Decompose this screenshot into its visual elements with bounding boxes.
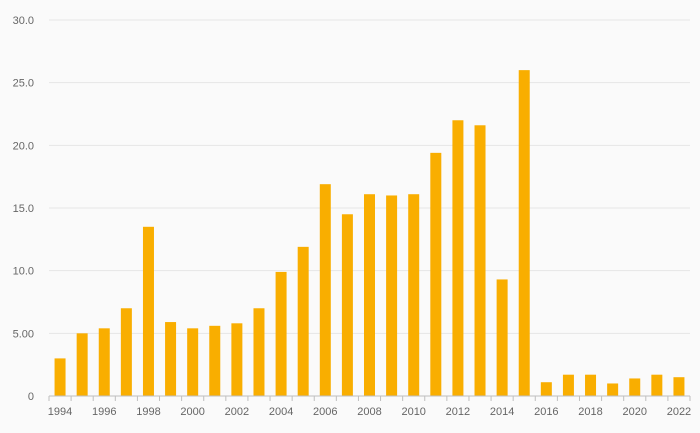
bar-2020 xyxy=(629,378,641,396)
bar-2009 xyxy=(386,195,398,396)
bar-2007 xyxy=(341,214,353,396)
bar-2000 xyxy=(187,328,199,396)
bar-1995 xyxy=(76,333,88,396)
bar-2016 xyxy=(540,382,552,396)
axes xyxy=(48,395,691,401)
bar-1998 xyxy=(142,226,154,396)
bar-2010 xyxy=(408,194,420,396)
bar-2021 xyxy=(651,374,663,396)
x-tick-label: 1994 xyxy=(48,406,72,418)
x-tick-label: 1996 xyxy=(92,406,116,418)
bar-2005 xyxy=(297,246,309,396)
x-tick-label: 2022 xyxy=(667,406,691,418)
bar-1994 xyxy=(54,358,66,396)
bar-1996 xyxy=(98,328,110,396)
bar-2018 xyxy=(585,374,597,396)
bars xyxy=(54,70,685,397)
bar-2013 xyxy=(474,125,486,396)
x-tick-label: 2006 xyxy=(313,406,337,418)
x-tick-label: 2012 xyxy=(446,406,470,418)
bar-2006 xyxy=(319,184,331,396)
x-axis-tick-labels: 1994 1996 1998 2000 2002 2004 2006 2008 2010 2012… xyxy=(48,406,691,418)
y-axis-tick-labels: 0 5.00 10.0 15.0 20.0 25.0 30.0 xyxy=(13,15,34,403)
x-tick-label: 2014 xyxy=(490,406,514,418)
bar-2014 xyxy=(496,279,508,396)
x-tick-label: 1998 xyxy=(136,406,160,418)
bar-2011 xyxy=(430,152,442,396)
bar-2003 xyxy=(253,308,265,396)
bar-2019 xyxy=(607,383,619,396)
y-tick-label: 10.0 xyxy=(13,266,34,278)
y-tick-label: 30.0 xyxy=(13,15,34,27)
x-tick-label: 2010 xyxy=(401,406,425,418)
bar-2012 xyxy=(452,120,464,397)
y-tick-label: 0 xyxy=(28,391,34,403)
x-tick-label: 2016 xyxy=(534,406,558,418)
y-tick-label: 15.0 xyxy=(13,203,34,215)
bar-2017 xyxy=(562,374,574,396)
bar-2001 xyxy=(209,325,221,396)
bar-2008 xyxy=(364,194,375,396)
bar-2004 xyxy=(275,271,287,396)
x-tick-label: 2018 xyxy=(578,406,602,418)
x-tick-label: 2008 xyxy=(357,406,381,418)
bar-2022 xyxy=(673,377,685,396)
bar-2002 xyxy=(231,323,243,396)
x-tick-label: 2004 xyxy=(269,406,293,418)
x-tick-label: 2020 xyxy=(622,406,646,418)
x-tick-label: 2002 xyxy=(225,406,249,418)
y-tick-label: 5.00 xyxy=(13,328,34,340)
y-tick-label: 25.0 xyxy=(13,78,34,90)
bar-1999 xyxy=(165,322,177,396)
bar-1997 xyxy=(120,308,132,396)
x-tick-label: 2000 xyxy=(180,406,204,418)
bar-2015 xyxy=(518,70,530,396)
y-tick-label: 20.0 xyxy=(13,140,34,152)
